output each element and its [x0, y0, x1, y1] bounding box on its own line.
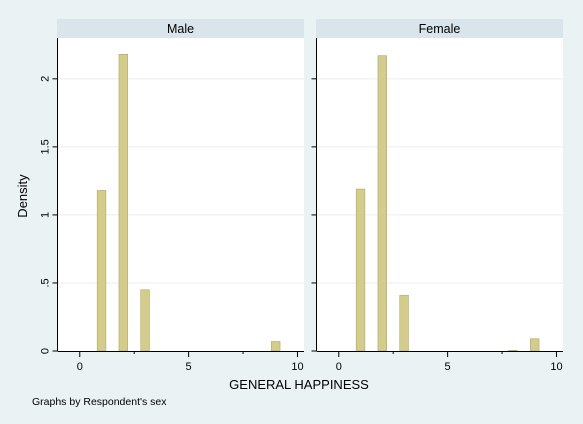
bar-male-2 [118, 54, 128, 352]
x-axis-title: GENERAL HAPPINESS [229, 377, 369, 392]
bar-female-3 [399, 294, 409, 352]
bar-female-8 [508, 350, 518, 352]
y-tick-label: 1 [40, 212, 52, 218]
panel-header-male [57, 19, 304, 38]
bar-female-1 [355, 188, 366, 352]
panel-header-female [316, 19, 563, 38]
x-tick-label: 10 [550, 361, 562, 373]
plot-area-female [316, 19, 563, 351]
x-tick-label: 5 [186, 361, 192, 373]
bar-male-3 [140, 289, 150, 352]
y-tick-label: .5 [40, 278, 52, 287]
y-tick-label: 1.5 [40, 139, 52, 154]
x-tick-label: 0 [77, 361, 83, 373]
bar-male-1 [96, 190, 107, 352]
y-tick-label: 0 [40, 348, 52, 354]
bar-male-9 [271, 341, 281, 352]
panel-title-male: Male [167, 22, 194, 36]
y-axis-title: Density [15, 174, 30, 218]
x-tick-label: 5 [445, 361, 451, 373]
bar-female-9 [530, 338, 540, 352]
x-tick-label: 10 [291, 361, 303, 373]
y-tick-label: 2 [40, 76, 52, 82]
x-tick-label: 0 [336, 361, 342, 373]
plot-area-male [57, 19, 304, 351]
bar-female-2 [377, 55, 387, 352]
graphs-by-note: Graphs by Respondent's sex [32, 396, 167, 408]
panel-title-female: Female [419, 22, 461, 36]
